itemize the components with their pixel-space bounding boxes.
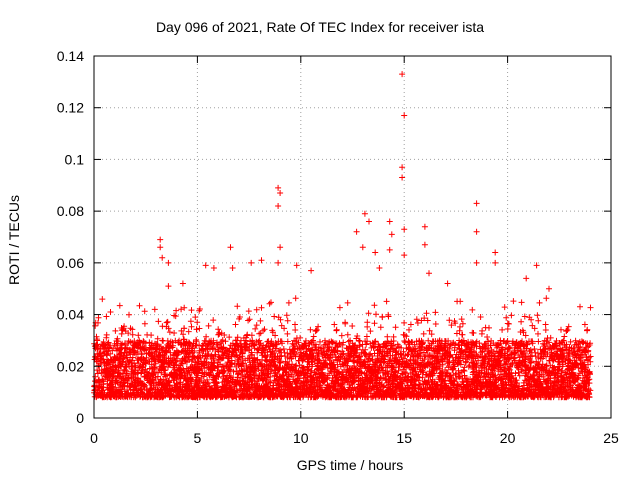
y-tick-label: 0.12 bbox=[57, 100, 84, 116]
x-tick-label: 5 bbox=[194, 430, 202, 446]
chart-title: Day 096 of 2021, Rate Of TEC Index for r… bbox=[155, 19, 485, 35]
x-tick-label: 25 bbox=[603, 430, 619, 446]
roti-scatter-markers bbox=[91, 71, 594, 401]
y-tick-label: 0.02 bbox=[57, 358, 84, 374]
y-tick-label: 0 bbox=[76, 410, 84, 426]
plot-frame bbox=[93, 55, 612, 419]
x-tick-label: 0 bbox=[90, 430, 98, 446]
axis-ticks: 0 5 10 15 20 25 0 0.02 0.04 0.06 0.08 0.1 0.12 0.14 bbox=[57, 48, 619, 446]
y-tick-label: 0.06 bbox=[57, 255, 84, 271]
x-tick-label: 10 bbox=[293, 430, 309, 446]
y-tick-label: 0.14 bbox=[57, 48, 84, 64]
x-axis-label: GPS time / hours bbox=[296, 457, 404, 473]
y-tick-label: 0.08 bbox=[57, 203, 84, 219]
y-tick-label: 0.1 bbox=[65, 151, 85, 167]
data-points bbox=[91, 71, 594, 401]
x-tick-label: 15 bbox=[396, 430, 412, 446]
y-tick-label: 0.04 bbox=[57, 307, 84, 323]
x-tick-label: 20 bbox=[500, 430, 516, 446]
